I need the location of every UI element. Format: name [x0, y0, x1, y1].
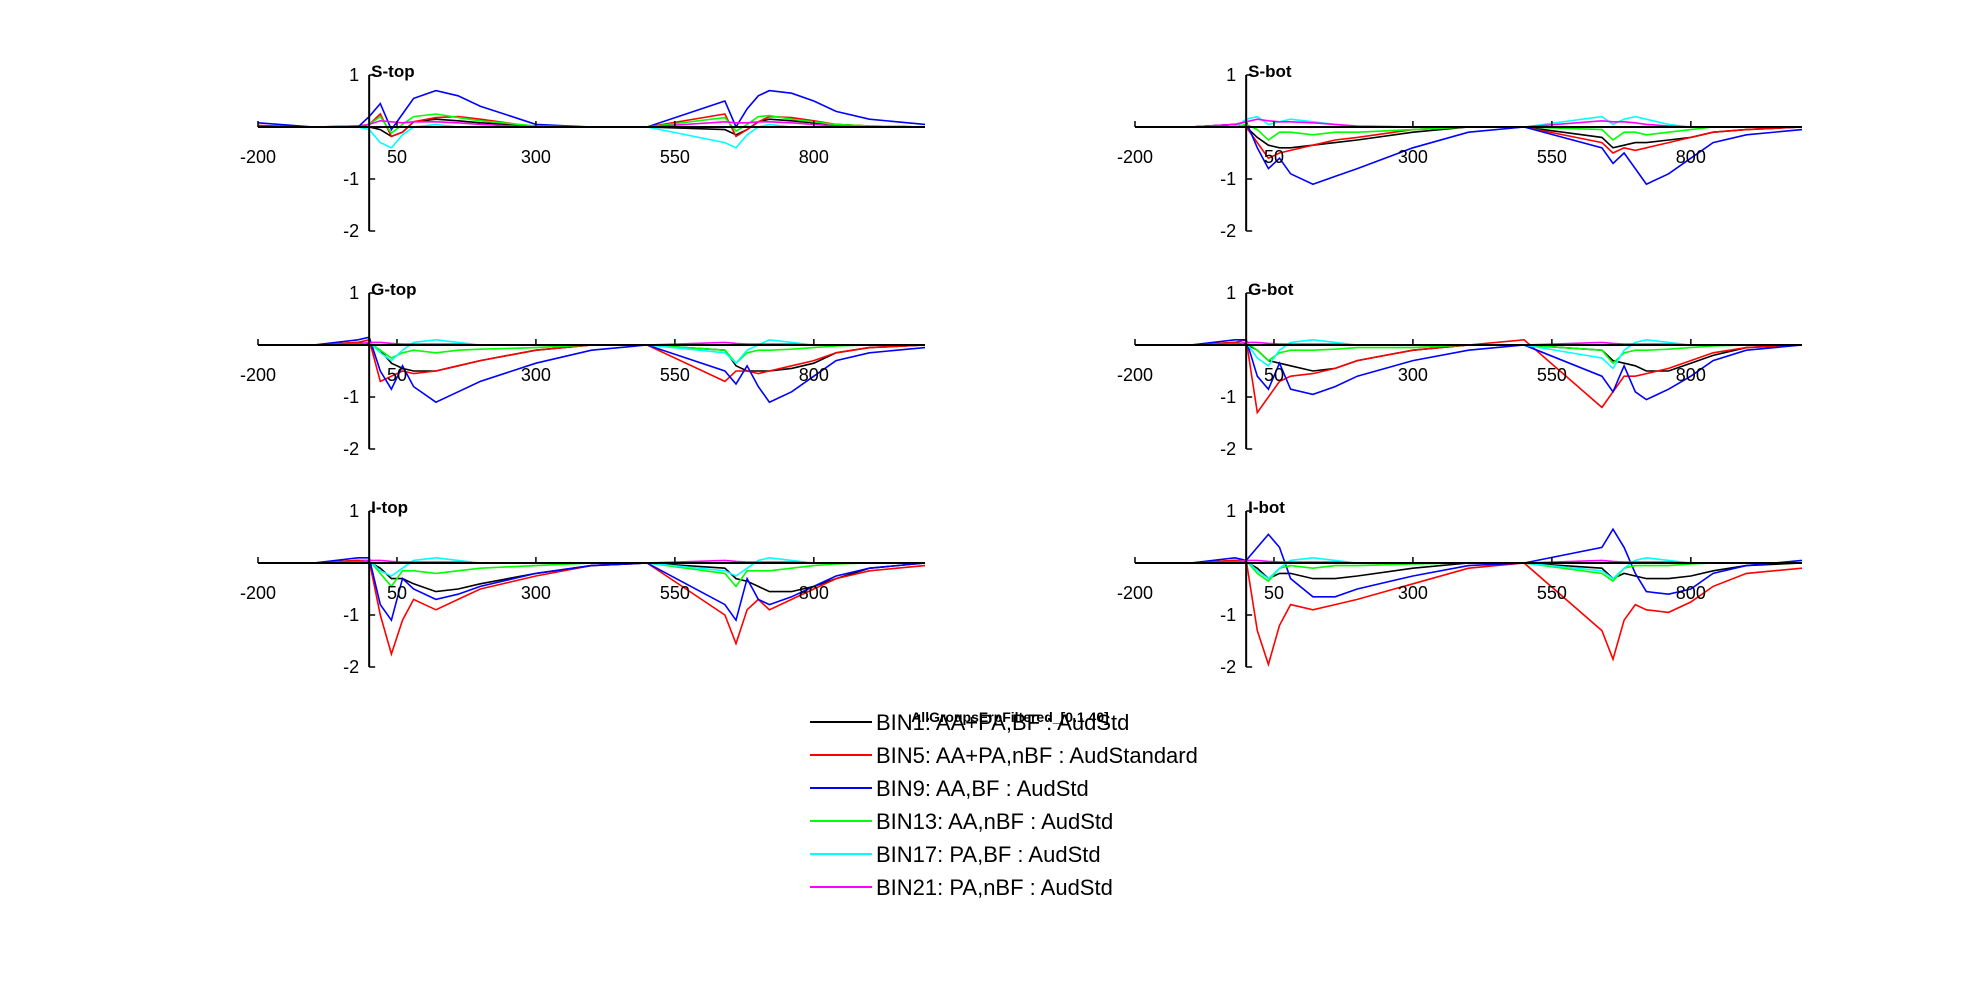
y-tick-label: -2	[1220, 439, 1236, 459]
x-tick-label: -200	[1117, 147, 1153, 167]
trace-bin9	[1135, 527, 1803, 598]
legend-label: BIN13: AA,nBF : AudStd	[876, 809, 1113, 834]
trace-bin13	[1135, 341, 1802, 365]
trace-bin17	[1135, 115, 1802, 128]
x-tick-label: 800	[1676, 365, 1706, 385]
trace-bin13	[1135, 123, 1802, 142]
trace-bin13	[258, 341, 925, 365]
legend: BIN1: AA+PA,BF : AudStd BIN5: AA+PA,nBF :…	[810, 710, 1198, 900]
x-tick-label: 50	[1264, 583, 1284, 603]
trace-bin5	[1135, 559, 1803, 668]
panel-s-top: -200 50 300 550 800 1 -1 -2 S-top	[240, 62, 926, 241]
panel-title: G-top	[371, 280, 416, 299]
x-tick-label: 800	[799, 583, 829, 603]
legend-label: BIN21: PA,nBF : AudStd	[876, 875, 1113, 900]
y-tick-label: 1	[349, 501, 359, 521]
panel-title: S-bot	[1248, 62, 1292, 81]
trace-bin9	[258, 336, 926, 404]
erp-panels: -200 50 300 550 800 1 -1 -2 S-top -200 50 300 550 800…	[240, 62, 1803, 677]
panel-title: I-bot	[1248, 498, 1285, 517]
x-tick-label: -200	[1117, 365, 1153, 385]
x-tick-label: 300	[521, 365, 551, 385]
y-tick-label: -2	[343, 657, 359, 677]
x-tick-label: 800	[799, 147, 829, 167]
y-tick-label: 1	[1226, 65, 1236, 85]
figure-title: AllGroupsErpFiltered_[0.1 40]	[911, 709, 1109, 725]
y-tick-label: 1	[1226, 501, 1236, 521]
panel-s-bot: -200 50 300 550 800 1 -1 -2 S-bot	[1117, 62, 1803, 241]
panel-title: I-top	[371, 498, 408, 517]
legend-label: BIN9: AA,BF : AudStd	[876, 776, 1089, 801]
y-tick-label: -1	[343, 605, 359, 625]
x-tick-label: 550	[1537, 583, 1567, 603]
x-tick-label: 50	[1264, 147, 1284, 167]
x-tick-label: 550	[660, 583, 690, 603]
x-tick-label: 50	[387, 365, 407, 385]
x-tick-label: 300	[1398, 583, 1428, 603]
y-tick-label: -2	[343, 439, 359, 459]
legend-label: BIN17: PA,BF : AudStd	[876, 842, 1101, 867]
y-tick-label: 1	[1226, 283, 1236, 303]
panel-g-top: -200 50 300 550 800 1 -1 -2 G-top	[240, 280, 926, 459]
y-tick-label: 1	[349, 65, 359, 85]
x-tick-label: 550	[1537, 365, 1567, 385]
x-tick-label: 300	[521, 147, 551, 167]
panel-i-top: -200 50 300 550 800 1 -1 -2 I-top	[240, 498, 926, 677]
trace-bin9	[1135, 120, 1803, 186]
panel-title: G-bot	[1248, 280, 1294, 299]
y-tick-label: -2	[343, 221, 359, 241]
x-tick-label: 50	[1264, 365, 1284, 385]
x-tick-label: 550	[660, 147, 690, 167]
x-tick-label: 300	[1398, 147, 1428, 167]
y-tick-label: -1	[343, 169, 359, 189]
trace-bin9	[258, 556, 926, 623]
trace-bin13	[258, 559, 925, 588]
panel-title: S-top	[371, 62, 414, 81]
x-tick-label: 300	[1398, 365, 1428, 385]
x-tick-label: 300	[521, 583, 551, 603]
trace-bin5	[258, 559, 926, 657]
y-tick-label: -1	[343, 387, 359, 407]
x-tick-label: 800	[1676, 147, 1706, 167]
y-tick-label: -2	[1220, 657, 1236, 677]
y-tick-label: -1	[1220, 169, 1236, 189]
x-tick-label: -200	[240, 365, 276, 385]
panel-g-bot: -200 50 300 550 800 1 -1 -2 G-bot	[1117, 280, 1803, 459]
y-tick-label: -1	[1220, 605, 1236, 625]
trace-bin13	[258, 113, 926, 135]
x-tick-label: -200	[1117, 583, 1153, 603]
x-tick-label: 50	[387, 147, 407, 167]
trace-bin5	[1135, 338, 1803, 415]
y-tick-label: 1	[349, 283, 359, 303]
x-tick-label: 800	[799, 365, 829, 385]
y-tick-label: -2	[1220, 221, 1236, 241]
x-tick-label: -200	[240, 583, 276, 603]
legend-label: BIN1: AA+PA,BF : AudStd	[876, 710, 1129, 735]
trace-bin5	[258, 338, 926, 383]
panel-i-bot: -200 50 300 550 800 1 -1 -2 I-bot	[1117, 498, 1803, 677]
legend-label: BIN5: AA+PA,nBF : AudStandard	[876, 743, 1198, 768]
x-tick-label: -200	[240, 147, 276, 167]
trace-bin9	[1135, 338, 1803, 401]
y-tick-label: -1	[1220, 387, 1236, 407]
x-tick-label: 50	[387, 583, 407, 603]
trace-bin21	[1135, 118, 1802, 128]
x-tick-label: 800	[1676, 583, 1706, 603]
x-tick-label: 550	[660, 365, 690, 385]
x-tick-label: 550	[1537, 147, 1567, 167]
trace-bin1	[1135, 559, 1803, 580]
trace-bin1	[1135, 123, 1803, 149]
